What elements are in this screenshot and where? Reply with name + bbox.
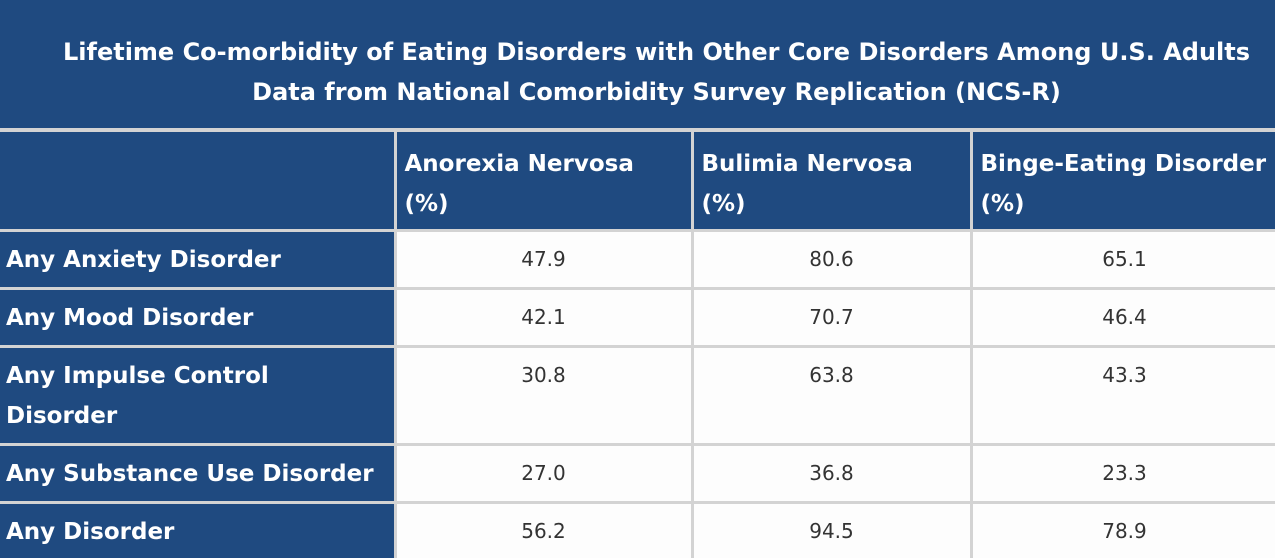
table-cell: 78.9 bbox=[969, 500, 1275, 558]
table-cell: 80.6 bbox=[690, 228, 973, 290]
row-header: Any Disorder bbox=[0, 500, 397, 558]
table-cell: 56.2 bbox=[393, 500, 694, 558]
table-row: Any Substance Use Disorder 27.0 36.8 23.… bbox=[0, 442, 1275, 504]
column-header-bulimia: Bulimia Nervosa (%) bbox=[690, 128, 973, 232]
header-row: Anorexia Nervosa (%) Bulimia Nervosa (%)… bbox=[0, 128, 1275, 232]
table-cell: 63.8 bbox=[690, 344, 973, 446]
column-header-anorexia: Anorexia Nervosa (%) bbox=[393, 128, 694, 232]
table-cell: 36.8 bbox=[690, 442, 973, 504]
comorbidity-table: Anorexia Nervosa (%) Bulimia Nervosa (%)… bbox=[0, 128, 1275, 558]
caption-title: Lifetime Co-morbidity of Eating Disorder… bbox=[62, 38, 1251, 66]
table-row: Any Anxiety Disorder 47.9 80.6 65.1 bbox=[0, 228, 1275, 290]
table-cell: 47.9 bbox=[393, 228, 694, 290]
table-cell: 27.0 bbox=[393, 442, 694, 504]
caption-subtitle: Data from National Comorbidity Survey Re… bbox=[252, 78, 1061, 106]
row-header: Any Mood Disorder bbox=[0, 286, 397, 348]
table-cell: 30.8 bbox=[393, 344, 694, 446]
table-row: Any Mood Disorder 42.1 70.7 46.4 bbox=[0, 286, 1275, 348]
table-cell: 23.3 bbox=[969, 442, 1275, 504]
table-row: Any Impulse Control Disorder 30.8 63.8 4… bbox=[0, 344, 1275, 446]
table-cell: 46.4 bbox=[969, 286, 1275, 348]
row-header: Any Substance Use Disorder bbox=[0, 442, 397, 504]
row-header: Any Impulse Control Disorder bbox=[0, 344, 397, 446]
table-caption: Lifetime Co-morbidity of Eating Disorder… bbox=[0, 0, 1275, 128]
table-cell: 43.3 bbox=[969, 344, 1275, 446]
column-header-binge-eating: Binge-Eating Disorder (%) bbox=[969, 128, 1275, 232]
table-cell: 65.1 bbox=[969, 228, 1275, 290]
corner-cell bbox=[0, 128, 397, 232]
table-cell: 42.1 bbox=[393, 286, 694, 348]
row-header: Any Anxiety Disorder bbox=[0, 228, 397, 290]
table-row: Any Disorder 56.2 94.5 78.9 bbox=[0, 500, 1275, 558]
table-cell: 94.5 bbox=[690, 500, 973, 558]
table-cell: 70.7 bbox=[690, 286, 973, 348]
